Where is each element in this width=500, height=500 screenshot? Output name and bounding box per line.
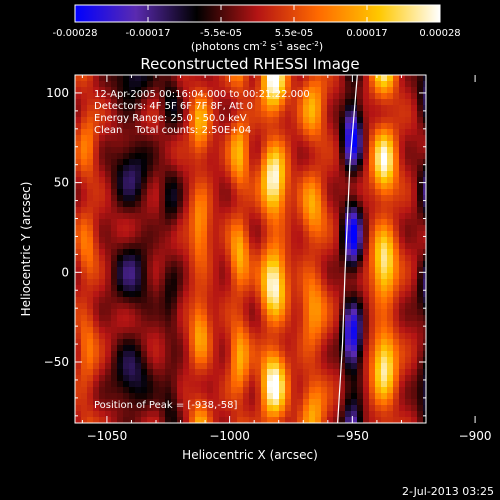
y-tick-label: −50 [44,355,69,369]
colorbar-tick-label: -0.00028 [53,28,98,39]
x-tick-label: −1050 [87,429,128,443]
footer-timestamp: 2-Jul-2013 03:25 [402,485,494,498]
colorbar [74,4,441,23]
colorbar-tick-label: 0.00028 [419,28,460,39]
x-axis-ticks: −1050 −1000 −950 −900 [81,75,492,443]
y-tick-label: 50 [54,176,69,190]
colorbar-unit-label: (photons cm-2 s-1 asec-2) [191,40,323,53]
colorbar-tick-label: -5.5e-05 [200,28,242,39]
peak-position-label: Position of Peak = [-938,-58] [94,400,238,411]
y-tick-label: 0 [61,265,69,279]
solar-limb-curve [337,75,358,423]
colorbar-tick-label: -0.00017 [126,28,171,39]
info-line-counts: Clean Total counts: 2.50E+04 [94,125,251,136]
chart-title: Reconstructed RHESSI Image [140,55,359,73]
x-tick-label: −900 [459,429,492,443]
x-axis-label: Heliocentric X (arcsec) [182,448,318,462]
y-axis-ticks: −50 0 50 100 [44,74,426,417]
x-tick-label: −950 [336,429,369,443]
colorbar-tick-label: 0.00017 [346,28,387,39]
colorbar-tick-label: 5.5e-05 [275,28,313,39]
info-line-detectors: Detectors: 4F 5F 6F 7F 8F, Att 0 [94,101,253,112]
y-tick-label: 100 [46,86,69,100]
heatmap-image [75,75,426,423]
y-axis-label: Heliocentric Y (arcsec) [19,182,33,317]
info-line-time: 12-Apr-2005 00:16:04.000 to 00:21:22.000 [94,89,310,100]
colorbar-ticks: -0.00028 -0.00017 -5.5e-05 5.5e-05 0.00017 0.… [53,5,461,39]
info-line-energy: Energy Range: 25.0 - 50.0 keV [94,113,247,124]
x-tick-label: −1000 [209,429,250,443]
plot-frame [74,74,427,424]
observation-info: 12-Apr-2005 00:16:04.000 to 00:21:22.000… [94,89,310,136]
